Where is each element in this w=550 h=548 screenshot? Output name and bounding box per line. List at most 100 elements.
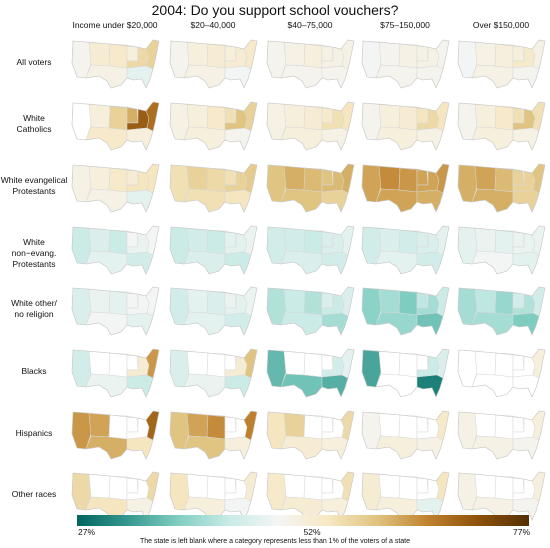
map-region bbox=[85, 435, 128, 460]
column-header: $40–75,000 bbox=[287, 20, 333, 30]
map-region bbox=[186, 103, 209, 129]
map-region bbox=[321, 189, 349, 213]
map-region bbox=[280, 126, 323, 151]
map-region bbox=[303, 352, 323, 378]
state-map bbox=[457, 471, 546, 521]
map-region bbox=[280, 435, 323, 460]
map-region bbox=[88, 288, 111, 314]
map-region bbox=[88, 165, 111, 191]
map-region bbox=[471, 373, 514, 398]
state-map bbox=[457, 410, 546, 460]
map-outline bbox=[457, 101, 546, 151]
map-region bbox=[186, 41, 209, 67]
map-region bbox=[108, 290, 128, 316]
state-map bbox=[361, 286, 450, 336]
map-region bbox=[126, 374, 154, 398]
map-region bbox=[126, 65, 154, 89]
map-region bbox=[512, 168, 525, 186]
map-region bbox=[416, 353, 429, 371]
map-region bbox=[398, 352, 418, 378]
map-region bbox=[375, 435, 418, 460]
map-region bbox=[126, 291, 139, 309]
map-region bbox=[398, 43, 418, 69]
state-map bbox=[457, 39, 546, 89]
map-outline bbox=[71, 39, 160, 89]
map-region bbox=[321, 374, 349, 398]
map-region bbox=[206, 352, 226, 378]
map-region bbox=[512, 127, 540, 151]
map-outline bbox=[266, 286, 355, 336]
map-region bbox=[85, 188, 128, 213]
map-region bbox=[186, 473, 209, 499]
state-map bbox=[361, 101, 450, 151]
map-region bbox=[280, 311, 323, 336]
map-region bbox=[206, 105, 226, 131]
map-region bbox=[474, 412, 497, 438]
state-map bbox=[71, 225, 160, 275]
map-region bbox=[416, 127, 444, 151]
state-map bbox=[169, 471, 258, 521]
state-map bbox=[361, 39, 450, 89]
map-region bbox=[416, 251, 444, 275]
map-region bbox=[398, 105, 418, 131]
map-region bbox=[108, 167, 128, 193]
chart-title: 2004: Do you support school vouchers? bbox=[151, 2, 399, 18]
map-region bbox=[398, 167, 418, 193]
map-region bbox=[206, 167, 226, 193]
map-region bbox=[512, 189, 540, 213]
map-region bbox=[398, 475, 418, 501]
state-map bbox=[169, 410, 258, 460]
map-region bbox=[321, 312, 349, 336]
state-map bbox=[71, 286, 160, 336]
map-region bbox=[512, 65, 540, 89]
map-region bbox=[471, 64, 514, 89]
map-region bbox=[85, 373, 128, 398]
map-region bbox=[471, 250, 514, 275]
state-map bbox=[266, 286, 355, 336]
column-header: $75–150,000 bbox=[380, 20, 430, 30]
map-region bbox=[474, 227, 497, 253]
map-region bbox=[183, 373, 226, 398]
map-region bbox=[416, 44, 429, 62]
map-region bbox=[378, 350, 401, 376]
state-map bbox=[361, 225, 450, 275]
map-region bbox=[512, 251, 540, 275]
map-outline bbox=[361, 225, 450, 275]
map-region bbox=[321, 65, 349, 89]
state-map bbox=[169, 225, 258, 275]
map-region bbox=[321, 291, 334, 309]
map-region bbox=[303, 105, 323, 131]
map-region bbox=[303, 290, 323, 316]
state-map bbox=[457, 163, 546, 213]
map-region bbox=[416, 106, 429, 124]
map-region bbox=[206, 414, 226, 440]
map-region bbox=[283, 103, 306, 129]
state-map bbox=[457, 101, 546, 151]
map-region bbox=[378, 165, 401, 191]
state-map bbox=[361, 471, 450, 521]
map-region bbox=[398, 229, 418, 255]
map-region bbox=[321, 127, 349, 151]
map-region bbox=[126, 353, 139, 371]
scale-min-label: 27% bbox=[78, 527, 96, 537]
map-region bbox=[126, 476, 139, 494]
map-region bbox=[126, 312, 154, 336]
map-region bbox=[375, 373, 418, 398]
map-region bbox=[321, 415, 334, 433]
map-outline bbox=[457, 39, 546, 89]
map-region bbox=[224, 415, 237, 433]
map-outline bbox=[169, 286, 258, 336]
map-region bbox=[416, 65, 444, 89]
map-outline bbox=[266, 410, 355, 460]
map-region bbox=[126, 436, 154, 460]
map-region bbox=[474, 288, 497, 314]
map-region bbox=[512, 312, 540, 336]
map-region bbox=[416, 436, 444, 460]
map-region bbox=[183, 435, 226, 460]
map-region bbox=[378, 412, 401, 438]
map-region bbox=[321, 251, 349, 275]
map-region bbox=[494, 290, 514, 316]
map-region bbox=[512, 415, 525, 433]
map-region bbox=[375, 250, 418, 275]
map-region bbox=[183, 64, 226, 89]
